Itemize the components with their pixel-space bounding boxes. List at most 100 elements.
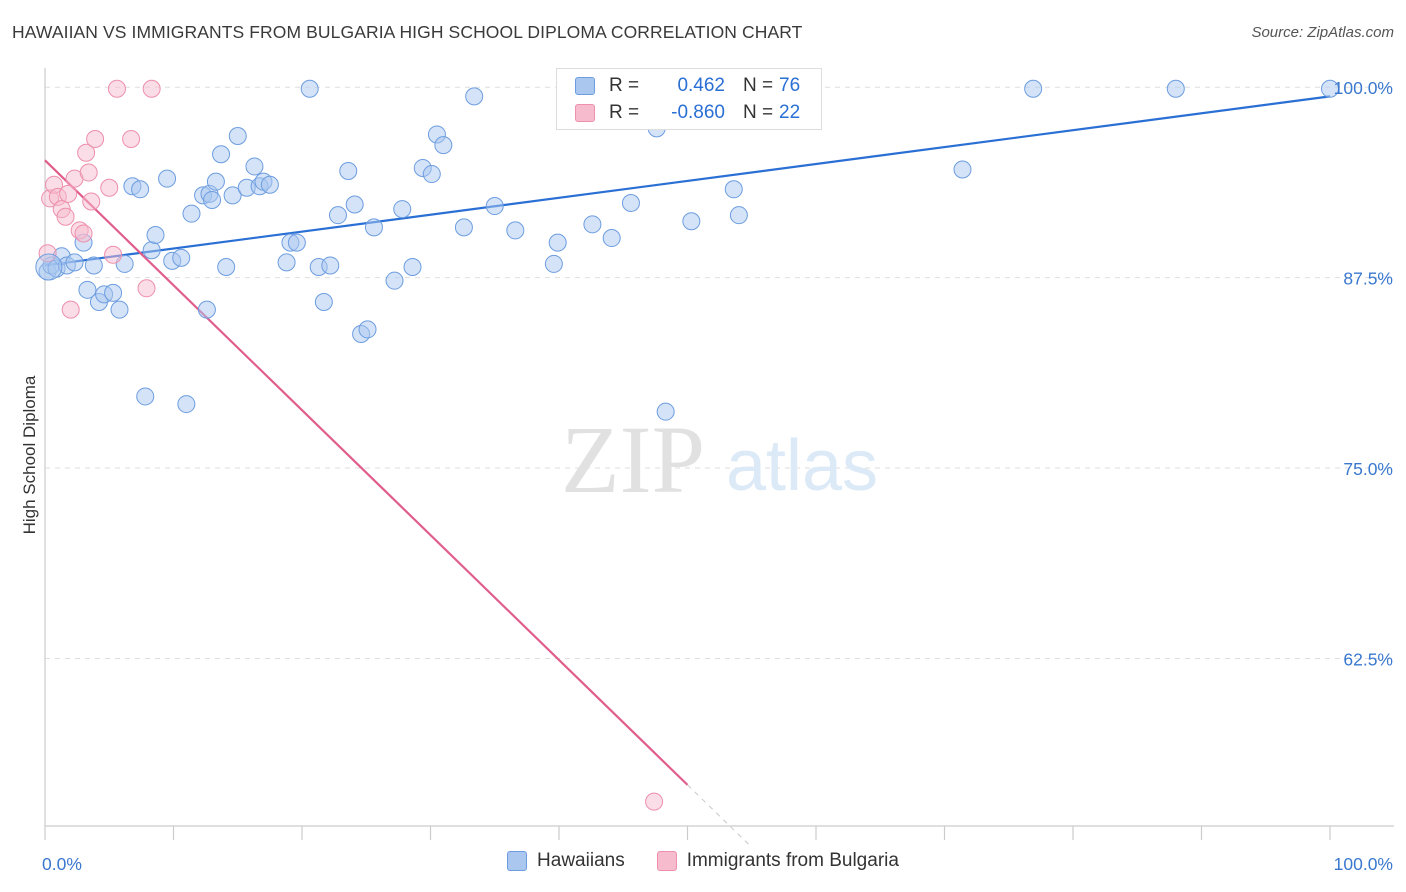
point-hawaiians	[260, 175, 279, 194]
point-bulgaria	[38, 244, 57, 263]
point-hawaiians	[339, 162, 358, 181]
x-tick-label: 0.0%	[42, 854, 82, 874]
trend-line-bulgaria	[44, 159, 689, 786]
point-hawaiians	[656, 402, 675, 421]
point-hawaiians	[217, 257, 236, 276]
point-hawaiians	[206, 172, 225, 191]
watermark-atlas: atlas	[726, 426, 878, 506]
point-hawaiians	[403, 257, 422, 276]
point-hawaiians	[583, 215, 602, 234]
point-hawaiians	[78, 280, 97, 299]
point-hawaiians	[104, 283, 123, 302]
point-hawaiians	[146, 225, 165, 244]
point-hawaiians	[454, 218, 473, 237]
chart-source: Source: ZipAtlas.com	[1251, 24, 1394, 41]
point-hawaiians	[953, 160, 972, 179]
point-bulgaria	[77, 143, 96, 162]
point-bulgaria	[645, 792, 664, 811]
legend-n-label: N =	[743, 75, 774, 96]
point-hawaiians	[277, 253, 296, 272]
point-hawaiians	[212, 145, 231, 164]
legend-swatch-pink	[656, 851, 677, 871]
point-hawaiians	[197, 300, 216, 319]
point-hawaiians	[364, 218, 383, 237]
legend-swatch-pink	[575, 104, 595, 122]
watermark: ZIP atlas	[561, 406, 878, 513]
legend-label-hawaiians: Hawaiians	[537, 850, 625, 871]
point-bulgaria	[107, 79, 126, 98]
point-bulgaria	[56, 207, 75, 226]
point-hawaiians	[321, 256, 340, 275]
point-hawaiians	[393, 200, 412, 219]
point-hawaiians	[245, 157, 264, 176]
watermark-zip: ZIP	[561, 406, 705, 513]
point-hawaiians	[300, 79, 319, 98]
point-bulgaria	[82, 192, 101, 211]
point-hawaiians	[485, 197, 504, 216]
point-bulgaria	[79, 163, 98, 182]
point-bulgaria	[137, 279, 156, 298]
tick-labels: 62.5% 75.0% 87.5% 100.0% 0.0% 100.0%	[42, 78, 1393, 874]
legend-row-bulgaria: R = -0.860 N = 22	[575, 101, 800, 125]
y-tick-label: 62.5%	[1343, 649, 1393, 669]
series-legend: Hawaiians Immigrants from Bulgaria	[0, 850, 1406, 872]
point-hawaiians	[110, 300, 129, 319]
point-hawaiians	[35, 253, 63, 281]
point-bulgaria	[104, 245, 123, 264]
point-hawaiians	[1024, 79, 1043, 98]
point-hawaiians	[548, 233, 567, 252]
point-hawaiians	[84, 256, 103, 275]
point-hawaiians	[385, 271, 404, 290]
point-hawaiians	[682, 212, 701, 231]
point-bulgaria	[100, 178, 119, 197]
point-hawaiians	[465, 87, 484, 106]
point-hawaiians	[158, 169, 177, 188]
point-hawaiians	[1166, 79, 1185, 98]
point-hawaiians	[422, 165, 441, 184]
point-bulgaria	[142, 79, 161, 98]
stats-legend: R = 0.462 N = 76 R = -0.860 N = 22	[556, 68, 822, 130]
legend-swatch-blue	[575, 77, 595, 95]
point-hawaiians	[1321, 79, 1339, 98]
legend-label-bulgaria: Immigrants from Bulgaria	[686, 850, 899, 871]
y-tick-label: 100.0%	[1334, 78, 1393, 98]
y-tick-label: 87.5%	[1343, 269, 1393, 289]
point-hawaiians	[328, 206, 347, 225]
legend-r-label: R =	[609, 75, 640, 96]
point-hawaiians	[182, 204, 201, 223]
point-hawaiians	[287, 233, 306, 252]
legend-n-value: 76	[779, 75, 801, 96]
point-hawaiians	[434, 136, 453, 155]
point-hawaiians	[724, 180, 743, 199]
legend-r-value: 0.462	[677, 75, 725, 96]
chart-title: HAWAIIAN VS IMMIGRANTS FROM BULGARIA HIG…	[12, 22, 803, 42]
point-hawaiians	[358, 320, 377, 339]
point-hawaiians	[223, 186, 242, 205]
legend-item-hawaiians[interactable]: Hawaiians	[507, 850, 625, 872]
point-hawaiians	[621, 193, 640, 212]
point-hawaiians	[544, 254, 563, 273]
point-bulgaria	[122, 130, 141, 149]
point-bulgaria	[61, 300, 80, 319]
point-hawaiians	[345, 195, 364, 214]
point-hawaiians	[142, 241, 161, 260]
point-hawaiians	[506, 221, 525, 240]
legend-item-bulgaria[interactable]: Immigrants from Bulgaria	[656, 850, 899, 872]
point-hawaiians	[228, 126, 247, 145]
legend-n-value: 22	[779, 102, 801, 123]
y-tick-label: 75.0%	[1343, 459, 1393, 479]
point-bulgaria	[74, 224, 93, 243]
legend-r-value: -0.860	[671, 102, 725, 123]
point-hawaiians	[65, 253, 84, 272]
point-hawaiians	[602, 229, 621, 248]
point-hawaiians	[203, 190, 222, 209]
legend-n-label: N =	[743, 102, 774, 123]
point-hawaiians	[177, 395, 196, 414]
point-bulgaria	[86, 130, 105, 149]
legend-row-hawaiians: R = 0.462 N = 76	[575, 74, 800, 98]
point-hawaiians	[131, 180, 150, 199]
axes	[44, 68, 1394, 840]
trend-line-hawaiians	[44, 95, 1331, 267]
point-hawaiians	[729, 206, 748, 225]
